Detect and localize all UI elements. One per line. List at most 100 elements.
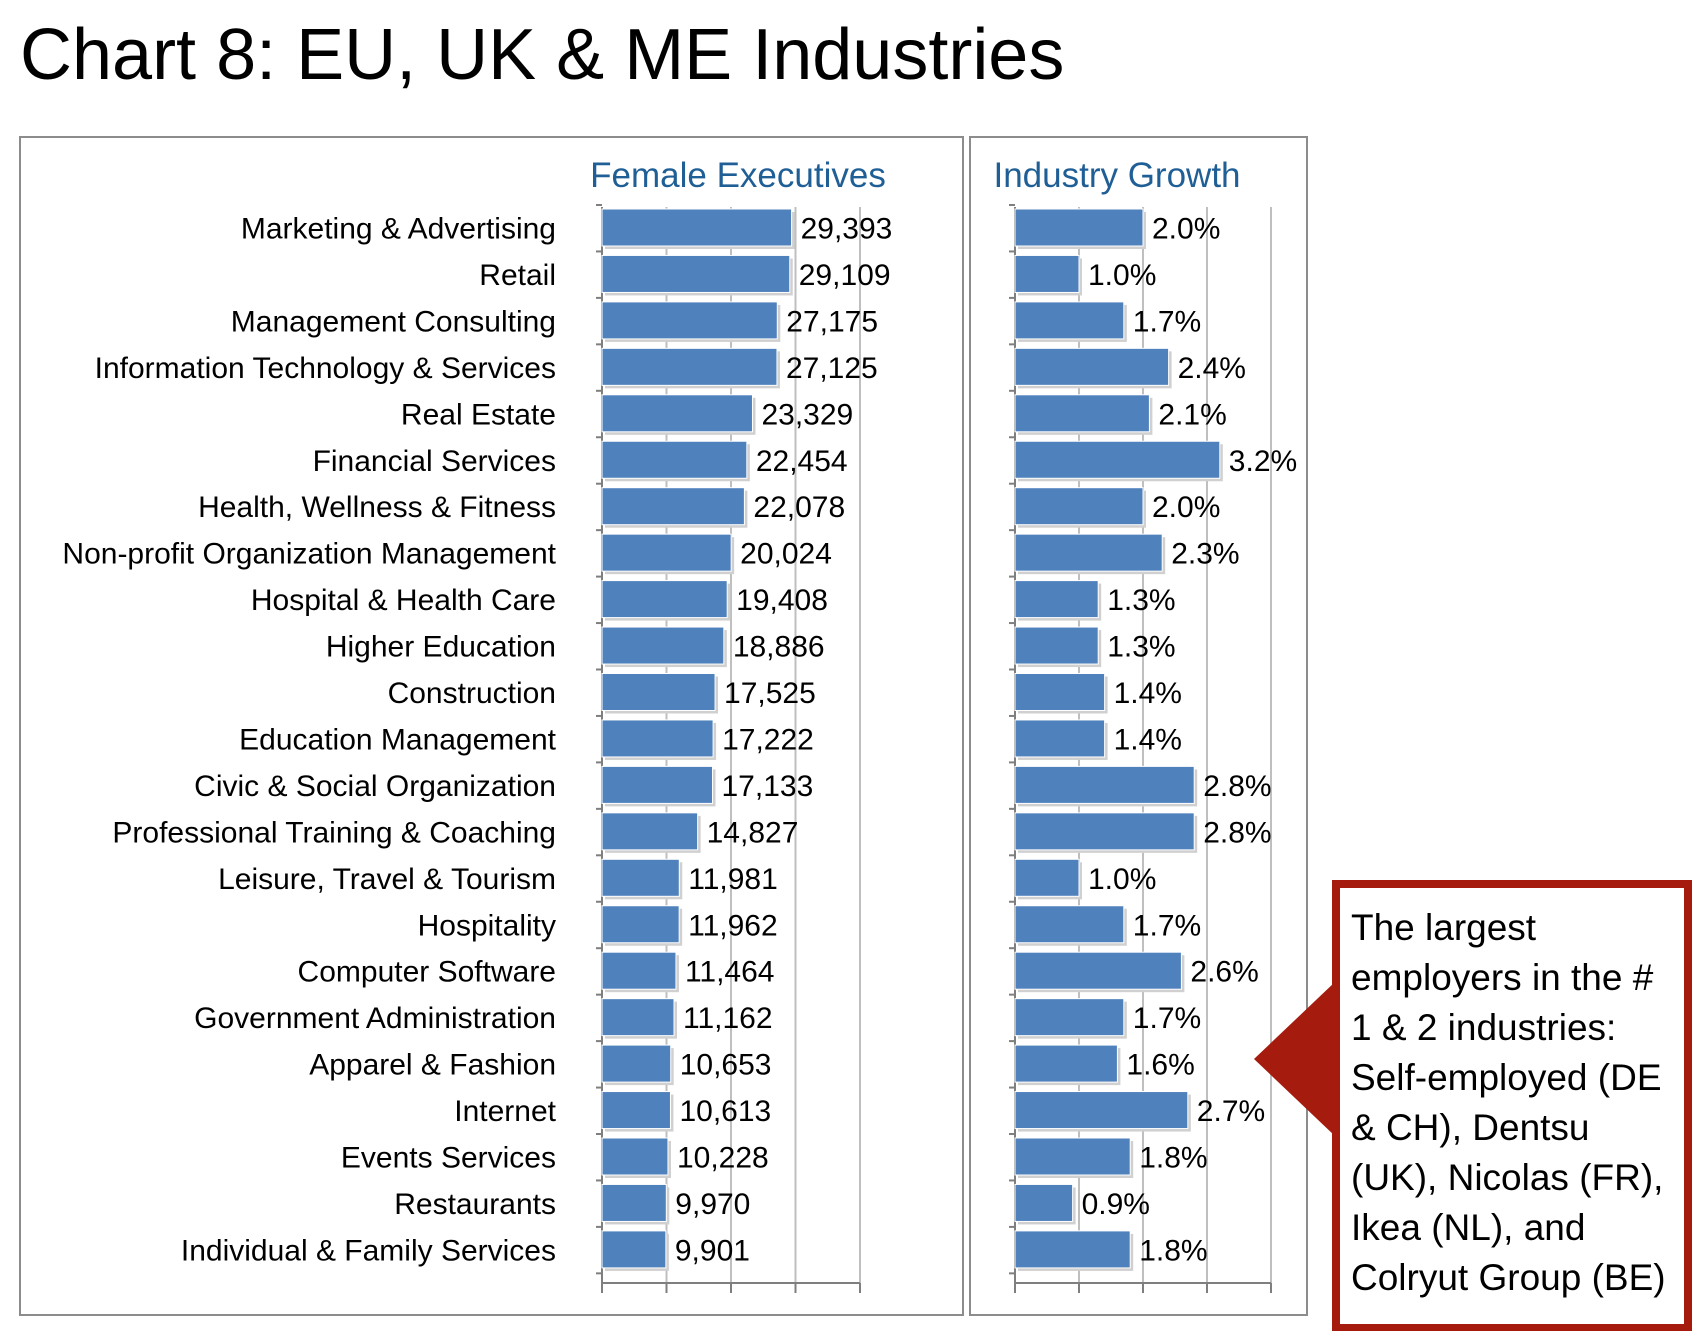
female-executives-bar <box>601 347 778 386</box>
category-label: Computer Software <box>298 956 556 989</box>
industry-growth-value-label: 0.9% <box>1082 1188 1150 1221</box>
callout-box <box>1332 880 1692 1331</box>
category-label: Marketing & Advertising <box>241 213 556 246</box>
category-label: Health, Wellness & Fitness <box>198 491 556 524</box>
female-executives-bar <box>601 487 745 526</box>
female-executives-value-label: 11,962 <box>688 909 778 942</box>
industry-growth-bar <box>1014 208 1144 247</box>
female-executives-value-label: 19,408 <box>736 584 828 617</box>
page-title: Chart 8: EU, UK & ME Industries <box>20 15 1065 95</box>
industry-growth-bar <box>1014 487 1144 526</box>
category-label: Financial Services <box>313 445 556 478</box>
female-executives-bar <box>601 998 675 1037</box>
category-label: Management Consulting <box>231 305 556 338</box>
female-executives-bar <box>601 905 680 944</box>
industry-growth-value-label: 2.7% <box>1197 1095 1265 1128</box>
female-executives-value-label: 29,109 <box>799 259 891 292</box>
industry-growth-bar <box>1014 858 1080 897</box>
female-executives-value-label: 11,162 <box>683 1002 773 1035</box>
category-label: Education Management <box>239 723 557 756</box>
industry-growth-value-label: 2.1% <box>1158 398 1226 431</box>
category-label: Hospitality <box>418 909 556 942</box>
female-executives-value-label: 23,329 <box>761 398 853 431</box>
industry-growth-bar <box>1014 765 1195 804</box>
category-label: Non-profit Organization Management <box>62 538 556 571</box>
industry-growth-value-label: 1.8% <box>1139 1234 1207 1267</box>
industry-growth-value-label: 3.2% <box>1229 445 1297 478</box>
industry-growth-value-label: 2.8% <box>1203 770 1271 803</box>
female-executives-bar <box>601 1044 672 1083</box>
category-label: Restaurants <box>394 1188 556 1221</box>
industry-growth-value-label: 2.8% <box>1203 816 1271 849</box>
industry-growth-value-label: 1.8% <box>1139 1142 1207 1175</box>
female-executives-value-label: 22,078 <box>753 491 845 524</box>
category-label: Professional Training & Coaching <box>112 816 556 849</box>
industry-growth-bar <box>1014 580 1099 619</box>
industry-growth-value-label: 2.4% <box>1178 352 1246 385</box>
female-executives-bar <box>601 673 716 711</box>
industry-growth-bar <box>1014 1230 1131 1269</box>
industry-growth-bar <box>1014 626 1099 665</box>
industry-growth-value-label: 2.0% <box>1152 213 1220 246</box>
female-executives-title: Female Executives <box>590 156 886 195</box>
callout-text: The largest employers in the # 1 & 2 ind… <box>1351 907 1666 1298</box>
industry-growth-value-label: 1.7% <box>1133 1002 1201 1035</box>
category-label: Leisure, Travel & Tourism <box>218 863 556 896</box>
female-executives-bars <box>601 208 795 1271</box>
female-executives-bar <box>601 1091 671 1130</box>
industry-growth-value-label: 1.4% <box>1114 723 1182 756</box>
female-executives-value-label: 27,125 <box>786 352 878 385</box>
industry-growth-bar <box>1014 812 1195 851</box>
female-executives-value-label: 10,228 <box>677 1142 769 1175</box>
industry-growth-value-label: 1.7% <box>1133 909 1201 942</box>
female-executives-bar <box>601 440 748 479</box>
female-executives-bar <box>601 765 714 804</box>
female-executives-value-label: 22,454 <box>756 445 848 478</box>
industry-growth-bar <box>1014 440 1221 479</box>
female-executives-bar <box>601 1137 669 1176</box>
female-executives-value-label: 14,827 <box>707 816 799 849</box>
industry-growth-bar <box>1014 301 1125 340</box>
callout-pointer-arrow <box>1254 981 1336 1137</box>
industry-growth-bar <box>1014 533 1163 572</box>
female-executives-value-label: 29,393 <box>801 213 893 246</box>
female-executives-bar <box>601 1230 667 1269</box>
female-executives-value-label: 20,024 <box>740 538 832 571</box>
industry-growth-value-label: 1.7% <box>1133 305 1201 338</box>
industry-growth-value-labels: 2.0% 1.0% 1.7% 2.4% 2.1%3.2% 2.0% 2.3% 1.3% 1.3%… <box>1082 213 1298 1268</box>
category-label: Construction <box>388 677 556 710</box>
female-executives-value-label: 9,901 <box>675 1234 750 1267</box>
industry-growth-value-label: 2.3% <box>1171 538 1239 571</box>
industry-growth-value-label: 2.6% <box>1190 956 1258 989</box>
industry-growth-bar <box>1014 998 1125 1037</box>
industry-growth-bar <box>1014 1091 1189 1130</box>
female-executives-bar <box>601 858 680 897</box>
industry-growth-bar <box>1014 1137 1131 1176</box>
female-executives-bar <box>601 812 699 851</box>
category-label: Internet <box>454 1095 556 1128</box>
female-executives-value-label: 10,613 <box>679 1095 771 1128</box>
industry-growth-value-label: 2.0% <box>1152 491 1220 524</box>
female-executives-value-label: 9,970 <box>675 1188 750 1221</box>
industry-growth-bar <box>1014 347 1170 386</box>
female-executives-bar <box>601 301 778 340</box>
panel-female-executives <box>19 136 964 1316</box>
industry-growth-value-label: 1.3% <box>1107 631 1175 664</box>
female-executives-bar <box>601 394 753 433</box>
female-executives-value-label: 17,525 <box>724 677 816 710</box>
industry-growth-bar <box>1014 1183 1074 1222</box>
industry-growth-value-label: 1.3% <box>1107 584 1175 617</box>
industry-growth-bar <box>1014 394 1150 433</box>
female-executives-value-label: 17,222 <box>722 723 814 756</box>
industry-growth-bar <box>1014 673 1106 711</box>
female-executives-bar <box>601 254 791 293</box>
female-executives-bar <box>601 1183 667 1222</box>
industry-growth-value-label: 1.4% <box>1114 677 1182 710</box>
category-label: Apparel & Fashion <box>309 1049 556 1082</box>
category-label: Higher Education <box>326 631 556 664</box>
industry-growth-value-label: 1.6% <box>1126 1049 1194 1082</box>
category-label: Events Services <box>341 1142 556 1175</box>
female-executives-bar <box>601 719 714 758</box>
industry-growth-bar <box>1014 905 1125 944</box>
